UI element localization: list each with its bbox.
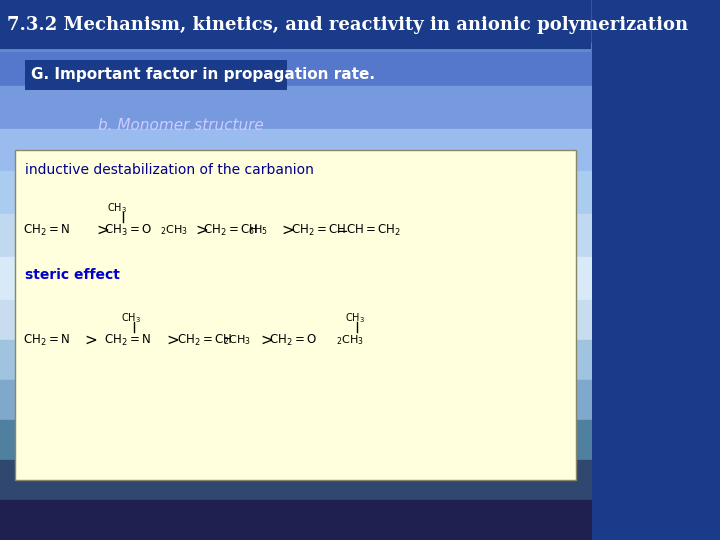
Text: 7.3.2 Mechanism, kinetics, and reactivity in anionic polymerization: 7.3.2 Mechanism, kinetics, and reactivit… xyxy=(6,16,688,34)
Text: $\mathrm{CH_3{=}O}$: $\mathrm{CH_3{=}O}$ xyxy=(104,222,152,238)
Text: $>$: $>$ xyxy=(82,333,98,348)
Text: $\mathrm{CH_2{=}O}$: $\mathrm{CH_2{=}O}$ xyxy=(269,333,317,348)
Text: $\mathrm{_2CH_3}$: $\mathrm{_2CH_3}$ xyxy=(223,333,251,347)
Text: $\mathrm{CH_2{=}N}$: $\mathrm{CH_2{=}N}$ xyxy=(104,333,151,348)
Text: $\mathrm{_6H_5}$: $\mathrm{_6H_5}$ xyxy=(248,223,268,237)
FancyBboxPatch shape xyxy=(0,0,590,50)
FancyBboxPatch shape xyxy=(15,150,576,480)
Text: $>$: $>$ xyxy=(164,333,180,348)
Text: $\mathrm{CH_3}$: $\mathrm{CH_3}$ xyxy=(122,311,141,325)
Text: $\mathrm{CH_3}$: $\mathrm{CH_3}$ xyxy=(345,311,364,325)
Text: $\mathrm{CH_2{=}N}$: $\mathrm{CH_2{=}N}$ xyxy=(23,333,70,348)
Text: steric effect: steric effect xyxy=(24,268,120,282)
Text: $\mathrm{CH_2{=}CH}$: $\mathrm{CH_2{=}CH}$ xyxy=(204,222,258,238)
Text: $>$: $>$ xyxy=(258,333,274,348)
FancyBboxPatch shape xyxy=(24,60,287,90)
Text: inductive destabilization of the carbanion: inductive destabilization of the carbani… xyxy=(24,163,313,177)
Text: $\mathrm{CH_2{=}N}$: $\mathrm{CH_2{=}N}$ xyxy=(23,222,70,238)
Text: $\mathrm{_2CH_3}$: $\mathrm{_2CH_3}$ xyxy=(160,223,188,237)
Text: $-$: $-$ xyxy=(335,222,348,238)
Text: $>$: $>$ xyxy=(279,222,295,238)
Text: $\mathrm{CH_2{=}CH}$: $\mathrm{CH_2{=}CH}$ xyxy=(291,222,346,238)
Text: $\mathrm{CH_3}$: $\mathrm{CH_3}$ xyxy=(107,201,127,215)
Text: $\mathrm{CH_2{=}CH}$: $\mathrm{CH_2{=}CH}$ xyxy=(177,333,233,348)
Text: $>$: $>$ xyxy=(94,222,110,238)
Text: b. Monomer structure: b. Monomer structure xyxy=(99,118,264,132)
Text: $>$: $>$ xyxy=(193,222,209,238)
Text: $\mathrm{CH{=}CH_2}$: $\mathrm{CH{=}CH_2}$ xyxy=(346,222,401,238)
Text: G. Important factor in propagation rate.: G. Important factor in propagation rate. xyxy=(31,68,375,83)
Text: $\mathrm{_2CH_3}$: $\mathrm{_2CH_3}$ xyxy=(336,333,364,347)
